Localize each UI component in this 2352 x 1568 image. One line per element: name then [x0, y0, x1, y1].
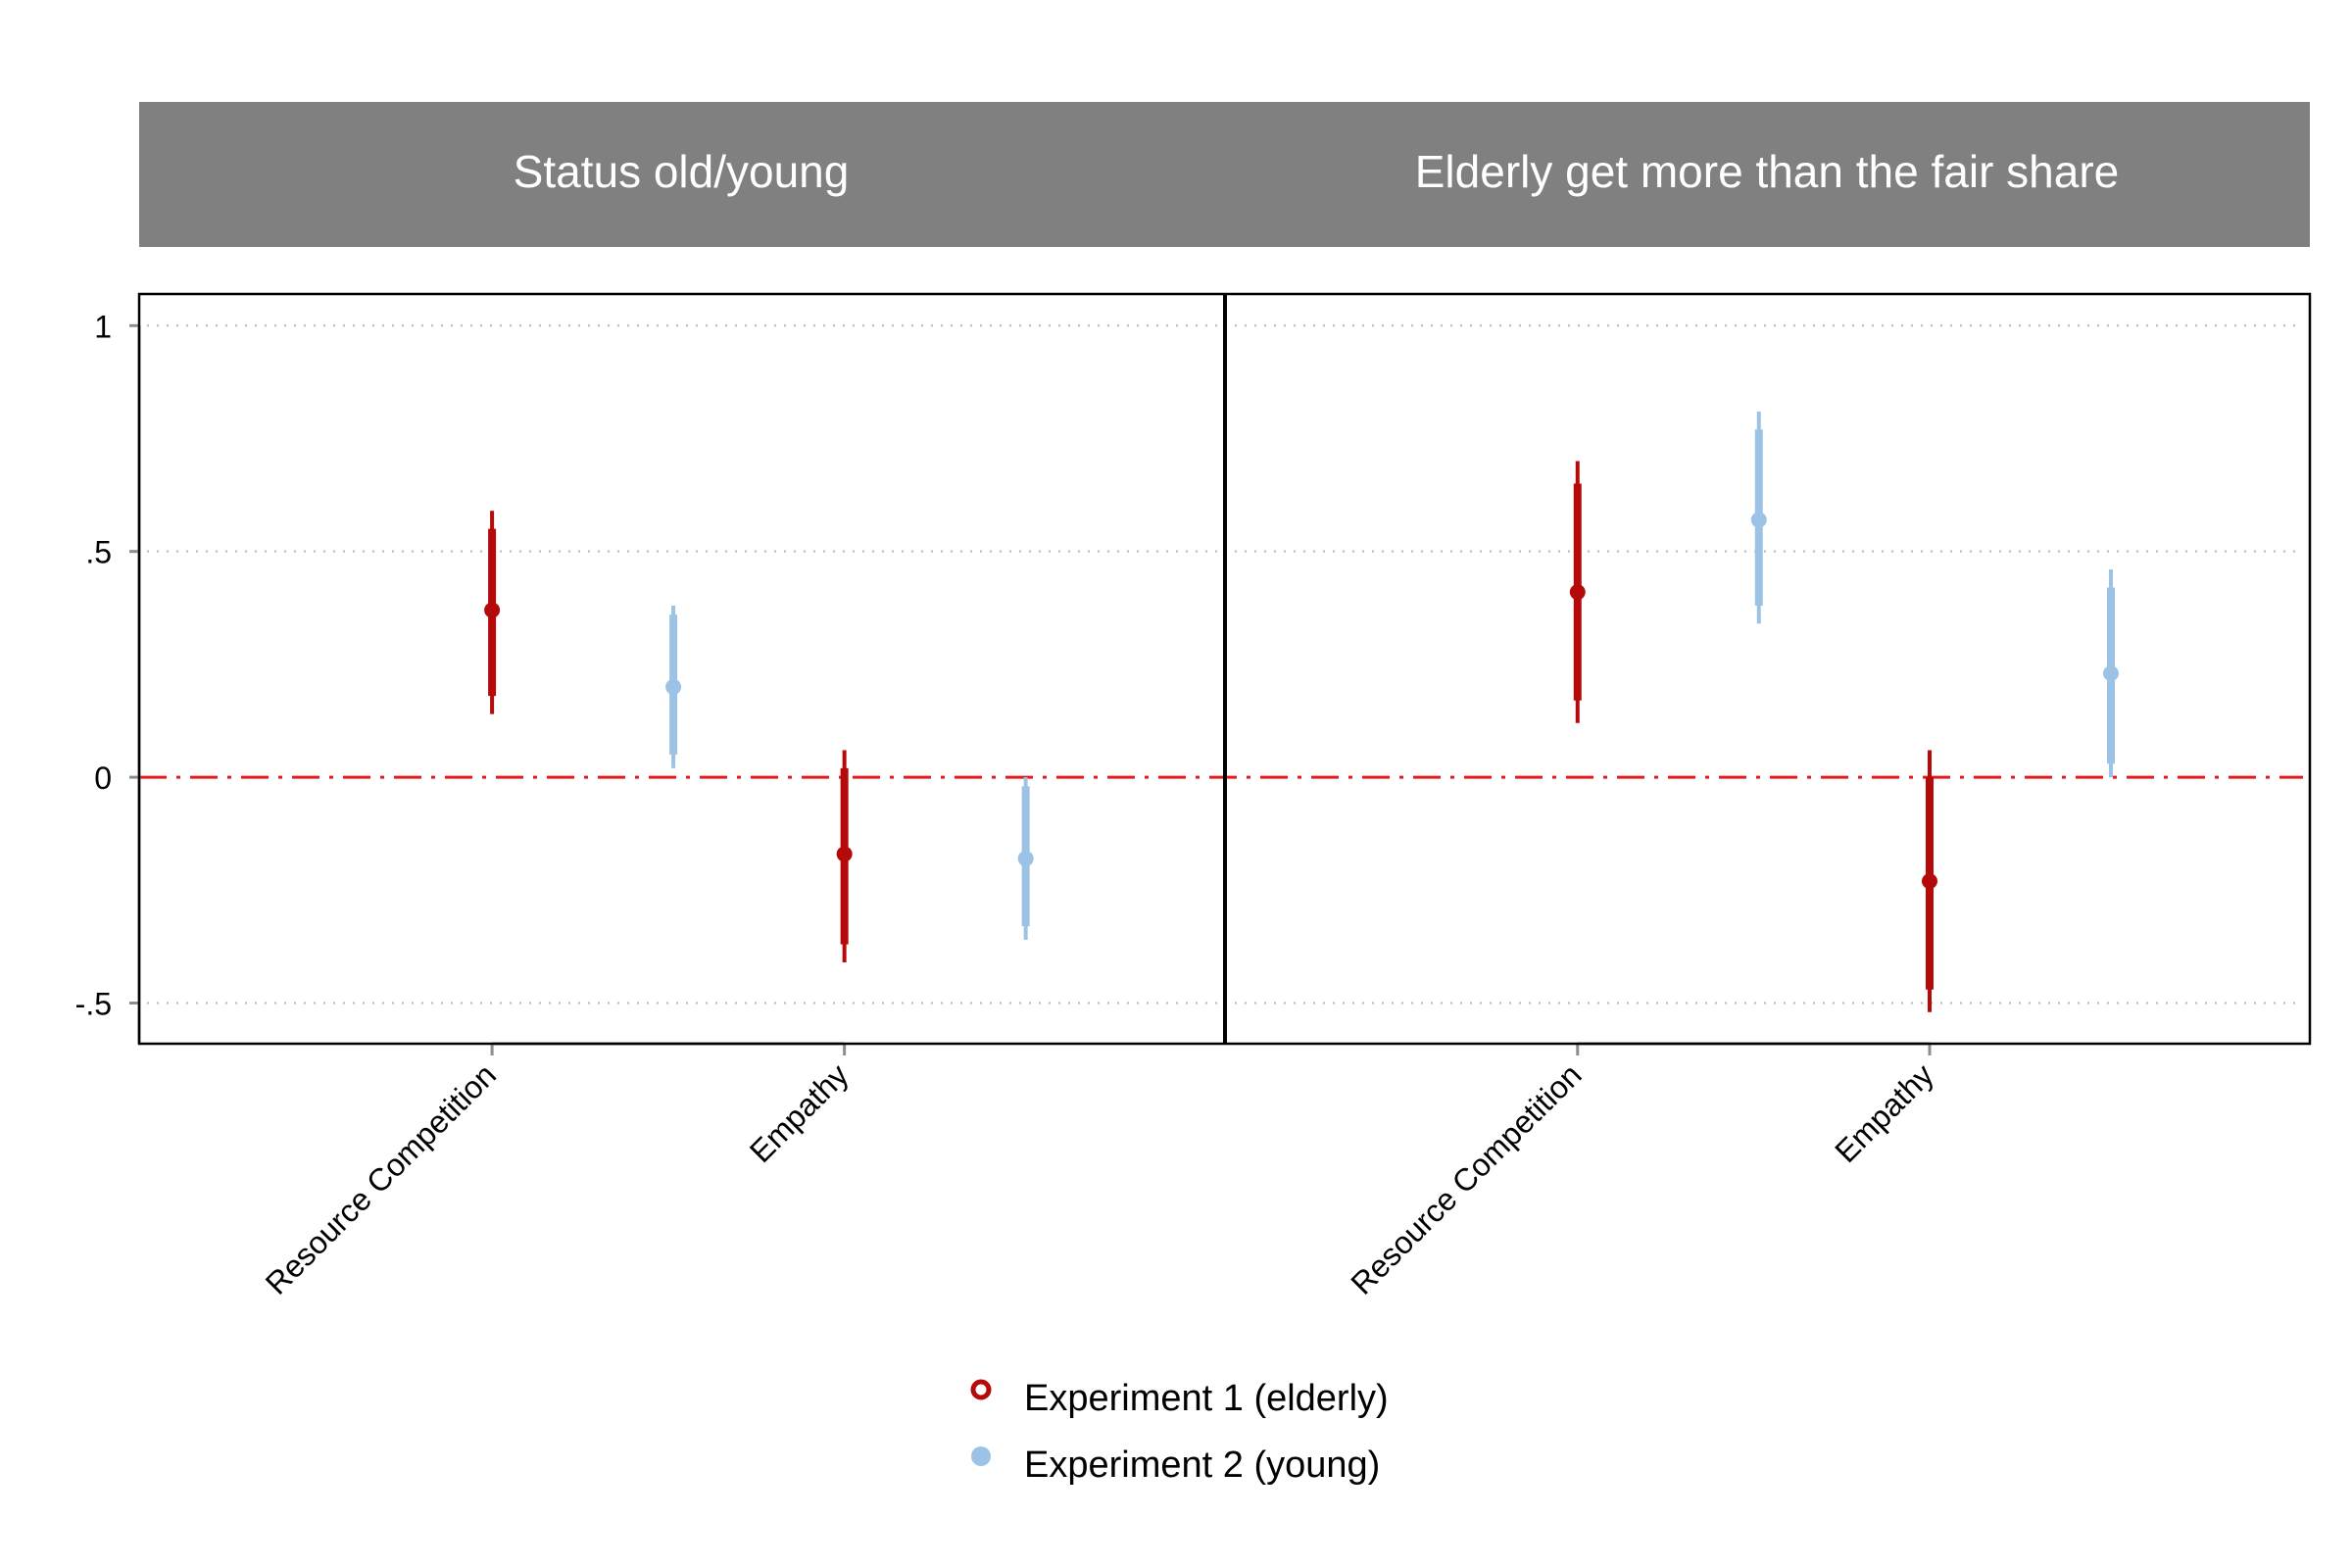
coefficient-marker [1017, 777, 1034, 941]
coefficient-marker [1569, 461, 1586, 723]
y-tick-label: .5 [85, 535, 112, 570]
panel-title-left: Status old/young [514, 146, 850, 197]
legend-label-experiment-2: Experiment 2 (young) [1024, 1445, 1380, 1486]
coefficient-marker [665, 605, 682, 768]
y-axis: 1 .5 0 -.5 [75, 309, 141, 1044]
y-tick-label: 1 [94, 309, 112, 344]
point-estimate [484, 602, 501, 618]
point-estimate [1921, 873, 1937, 890]
y-tick-label: 0 [94, 760, 112, 796]
coefficient-marker [484, 511, 501, 714]
legend: Experiment 1 (elderly) Experiment 2 (you… [970, 1378, 1389, 1486]
point-estimate [1750, 512, 1767, 528]
x-tick-label: Empathy [743, 1056, 856, 1169]
coefficient-marker [1921, 750, 1937, 1012]
point-estimate [1017, 851, 1034, 867]
panel-title-right: Elderly get more than the fair share [1415, 146, 2119, 197]
panel-strip-left [139, 102, 1225, 247]
x-tick-label: Resource Competition [259, 1056, 503, 1300]
legend-marker-experiment-1 [970, 1379, 992, 1400]
point-estimate [2102, 665, 2119, 682]
point-estimate [1569, 584, 1586, 601]
point-estimate [836, 846, 853, 862]
coefficient-marker [1750, 411, 1767, 624]
legend-marker-experiment-2 [971, 1446, 991, 1466]
coefficient-marker [836, 750, 853, 963]
x-tick-label: Resource Competition [1344, 1056, 1588, 1300]
coefficient-marker [2102, 569, 2119, 778]
x-tick-label: Empathy [1828, 1056, 1940, 1169]
panel-strip-right [1225, 102, 2310, 247]
point-estimate [665, 678, 682, 695]
x-axis: Resource Competition Empathy Resource Comp… [259, 1042, 1940, 1301]
legend-label-experiment-1: Experiment 1 (elderly) [1024, 1378, 1389, 1419]
y-tick-label: -.5 [75, 987, 112, 1022]
marks-layer [484, 411, 2119, 1012]
